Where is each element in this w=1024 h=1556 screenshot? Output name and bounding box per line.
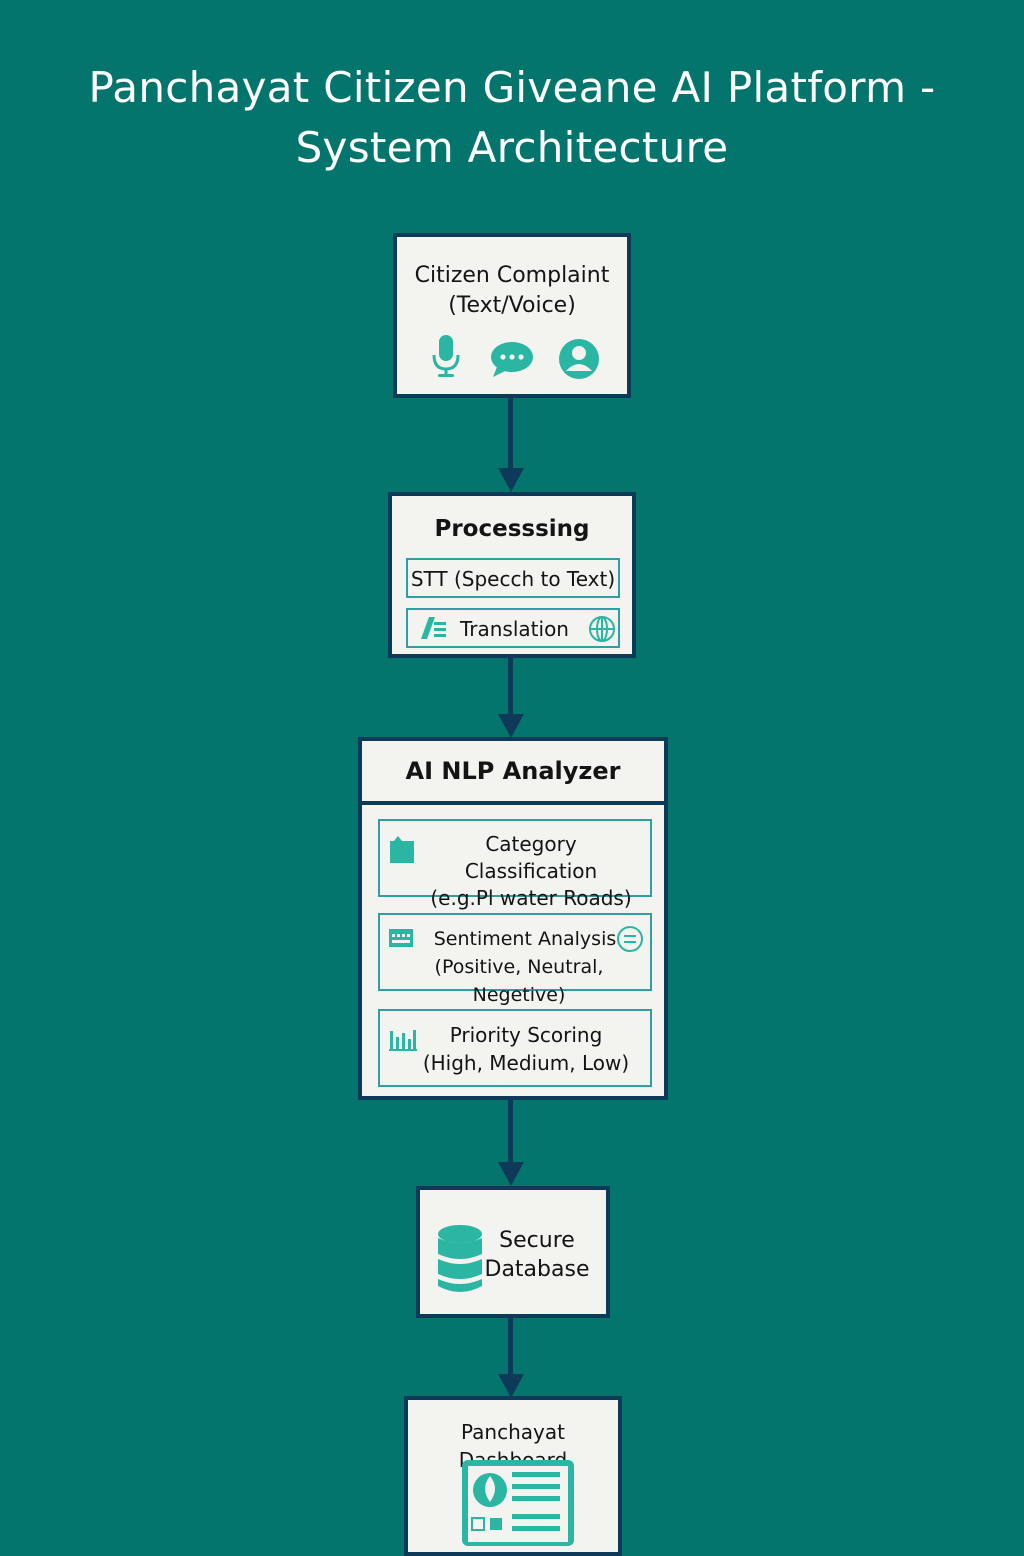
keyboard-icon bbox=[389, 929, 413, 947]
microphone-icon bbox=[432, 335, 460, 377]
sentiment-label-line-2: (Positive, Neutral, Negetive) bbox=[434, 956, 604, 1006]
complaint-label-line-2: (Text/Voice) bbox=[448, 293, 576, 318]
connector-complaint-processing bbox=[508, 396, 513, 472]
secure-database-box: Secure Database bbox=[416, 1186, 610, 1318]
database-icon bbox=[438, 1225, 482, 1292]
category-label-line-2: (e.g.Pl water Roads) bbox=[430, 886, 632, 910]
arrow-to-dashboard bbox=[498, 1374, 524, 1398]
translation-step: Translation bbox=[406, 608, 620, 648]
priority-label-line-1: Priority Scoring bbox=[449, 1023, 603, 1047]
stt-label: STT (Specch to Text) bbox=[410, 567, 616, 591]
database-label-line-2: Database bbox=[484, 1257, 590, 1282]
neutral-sentiment-icon bbox=[617, 926, 643, 952]
user-icon bbox=[559, 339, 599, 379]
dashboard-icon bbox=[462, 1460, 574, 1546]
priority-label-line-2: (High, Medium, Low) bbox=[422, 1051, 630, 1075]
sentiment-label-line-1: Sentiment Analysis bbox=[433, 928, 617, 950]
category-label-line-1: Category Classification bbox=[464, 832, 598, 883]
priority-scoring-step: Priority Scoring (High, Medium, Low) bbox=[378, 1009, 652, 1087]
connector-database-dashboard bbox=[508, 1316, 513, 1378]
translate-icon bbox=[421, 617, 446, 639]
category-classification-step: Category Classification (e.g.Pl water Ro… bbox=[378, 819, 652, 910]
title-line-1: Panchayat Citizen Giveane AI Platform - bbox=[88, 63, 936, 112]
title-line-2: System Architecture bbox=[295, 123, 729, 172]
page-title: Panchayat Citizen Giveane AI Platform - … bbox=[0, 58, 1024, 178]
folder-icon bbox=[390, 836, 414, 863]
sentiment-analysis-step: Sentiment Analysis (Positive, Neutral, N… bbox=[378, 913, 652, 1006]
chat-bubble-icon bbox=[491, 342, 533, 377]
connector-processing-analyzer bbox=[508, 656, 513, 718]
database-label-line-1: Secure bbox=[499, 1228, 575, 1253]
processing-title: Processsing bbox=[434, 516, 590, 542]
ai-nlp-analyzer-box: AI NLP Analyzer Category Classification … bbox=[358, 737, 668, 1100]
analyzer-title: AI NLP Analyzer bbox=[405, 757, 621, 785]
analyzer-header-divider bbox=[362, 801, 664, 805]
stt-step: STT (Specch to Text) bbox=[406, 558, 620, 598]
citizen-complaint-box: Citizen Complaint (Text/Voice) bbox=[393, 233, 631, 398]
processing-box: Processsing STT (Specch to Text) Transla… bbox=[388, 492, 636, 658]
connector-analyzer-database bbox=[508, 1098, 513, 1166]
globe-icon bbox=[589, 616, 615, 642]
bar-chart-icon bbox=[389, 1030, 417, 1051]
translation-label: Translation bbox=[460, 617, 569, 641]
arrow-to-processing bbox=[498, 468, 524, 492]
panchayat-dashboard-box: Panchayat Dashboard bbox=[404, 1396, 622, 1556]
arrow-to-analyzer bbox=[498, 714, 524, 738]
arrow-to-database bbox=[498, 1162, 524, 1186]
complaint-label-line-1: Citizen Complaint bbox=[414, 263, 610, 288]
